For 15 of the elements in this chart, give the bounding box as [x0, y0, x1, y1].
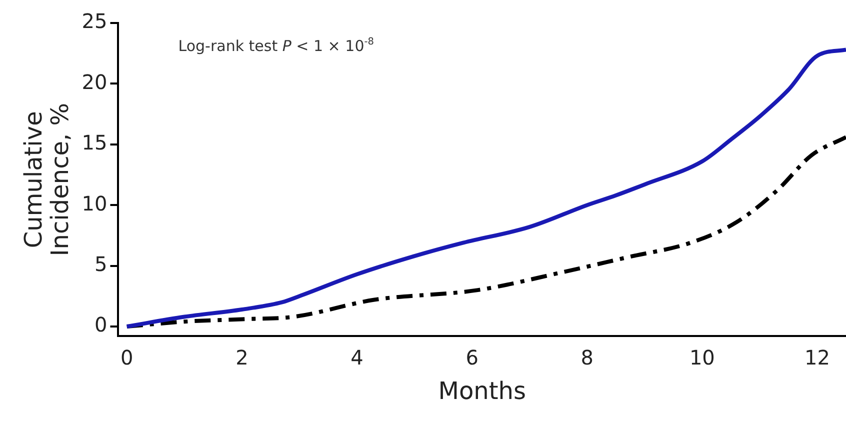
- y-tick-label: 5: [94, 252, 108, 276]
- x-tick-label: 6: [466, 345, 478, 370]
- x-tick-label: 8: [580, 345, 594, 370]
- x-axis-title: Months: [438, 376, 526, 405]
- x-tick-label: 4: [350, 345, 364, 370]
- y-tick-label: 15: [82, 130, 108, 155]
- y-tick-label: 25: [82, 9, 108, 34]
- y-tick-label: 0: [94, 312, 108, 337]
- y-axis-title: Cumulative Incidence, %: [19, 102, 74, 256]
- y-tick-label: 10: [82, 191, 108, 216]
- x-tick-label: 12: [804, 345, 830, 370]
- x-tick-label: 2: [236, 345, 248, 370]
- y-tick-label: 20: [82, 70, 108, 94]
- x-tick-label: 0: [120, 345, 134, 370]
- x-tick-label: 10: [689, 345, 715, 370]
